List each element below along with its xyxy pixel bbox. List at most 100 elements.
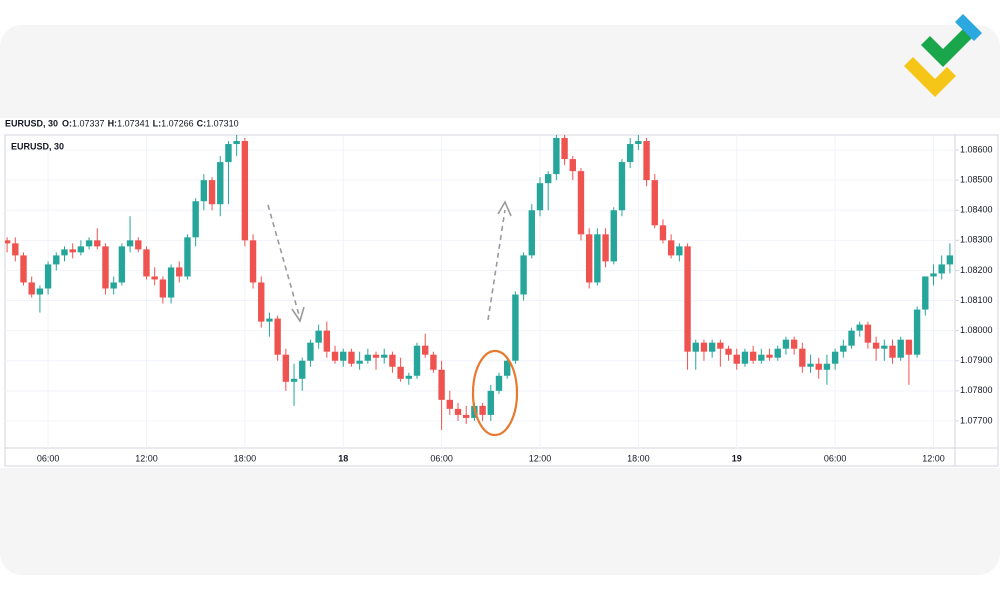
candle-body: [610, 210, 617, 262]
candle-body: [405, 375, 413, 379]
candle-body: [397, 366, 404, 379]
candle-body: [495, 375, 503, 391]
candle-body: [512, 294, 519, 361]
candle-body: [626, 144, 634, 163]
candle-body: [872, 342, 880, 349]
candle-body: [700, 342, 708, 352]
candle-body: [323, 330, 331, 352]
candle-body: [520, 255, 527, 295]
candle-body: [479, 405, 486, 415]
x-tick-label: 12:00: [529, 453, 552, 463]
candle-body: [823, 363, 831, 370]
candle-body: [167, 267, 175, 298]
header-field-value: 1.07310: [206, 118, 239, 128]
candle-body: [422, 345, 429, 355]
candle-body: [897, 339, 904, 358]
y-tick-label: 1.08600: [960, 144, 993, 154]
header-field-value: 1.07266: [161, 118, 194, 128]
candle-body: [233, 141, 240, 145]
candle-body: [110, 282, 117, 289]
candle-body: [94, 240, 101, 247]
annotations: [267, 200, 519, 437]
candle-body: [36, 288, 44, 295]
x-tick-label: 18:00: [627, 453, 650, 463]
candle-body: [5, 240, 11, 244]
candle-body: [667, 240, 675, 256]
candle-body: [807, 363, 814, 367]
candle-body: [577, 171, 585, 235]
logo-yellow: [904, 57, 956, 97]
candles: [5, 135, 954, 430]
candle-body: [749, 351, 757, 361]
candle-body: [249, 240, 257, 283]
candle-body: [528, 210, 535, 256]
candle-body: [741, 351, 749, 364]
candle-body: [602, 234, 609, 262]
candle-body: [881, 345, 888, 349]
y-tick-label: 1.08300: [960, 235, 993, 245]
candle-body: [659, 225, 667, 241]
candle-body: [561, 138, 568, 160]
candle-body: [217, 162, 224, 205]
y-tick-label: 1.08400: [960, 205, 993, 215]
candle-body: [290, 378, 298, 382]
candle-body: [487, 390, 494, 415]
candle-body: [536, 183, 544, 211]
candle-body: [69, 249, 76, 253]
candle-body: [151, 276, 158, 280]
candle-body: [544, 174, 552, 184]
candle-body: [28, 282, 35, 295]
candle-body: [61, 249, 68, 256]
candle-body: [635, 141, 642, 145]
header-symbol: EURUSD, 30: [5, 118, 58, 128]
y-tick-label: 1.07900: [960, 355, 993, 365]
labels: 1.07700 1.07800 1.07900 1.08000 1.08100 1.082…: [37, 144, 993, 463]
candle-body: [331, 351, 339, 361]
candle-body: [889, 345, 896, 358]
candle-body: [225, 144, 232, 163]
candle-body: [430, 354, 437, 370]
candle-body: [454, 408, 462, 415]
logo-blue: [955, 14, 982, 41]
chart-panel: [0, 118, 1000, 468]
y-tick-label: 1.08500: [960, 175, 993, 185]
x-tick-label: 18: [338, 453, 348, 463]
candle-body: [143, 249, 150, 277]
header: EURUSD, 30 O: 1.07337 H: 1.07341 L: 1.07266 C:…: [5, 118, 239, 128]
candle-body: [930, 273, 937, 277]
candle-body: [315, 330, 322, 343]
header-field-value: 1.07337: [72, 118, 105, 128]
candle-body: [905, 339, 913, 355]
candle-body: [389, 354, 396, 367]
header-field-label: O:: [62, 118, 72, 128]
candle-body: [299, 360, 306, 379]
candle-body: [348, 351, 355, 364]
candle-body: [258, 282, 265, 322]
candle-body: [503, 360, 511, 376]
candle-body: [684, 246, 691, 352]
candle-body: [340, 351, 347, 361]
down-arrow: [267, 204, 300, 316]
candle-body: [725, 348, 732, 355]
candle-body: [372, 354, 380, 358]
candle-body: [53, 255, 60, 265]
candle-body: [356, 360, 363, 364]
candle-body: [438, 369, 445, 400]
candle-body: [241, 141, 249, 241]
candle-body: [266, 318, 273, 322]
header-field-label: C:: [197, 118, 207, 128]
candle-body: [381, 354, 388, 358]
y-tick-label: 1.07700: [960, 415, 993, 425]
candle-body: [766, 354, 773, 358]
candle-body: [733, 354, 740, 364]
logo: [904, 14, 982, 97]
candle-body: [307, 342, 314, 361]
candle-body: [938, 264, 945, 274]
candle-body: [192, 201, 199, 238]
candle-body: [585, 234, 593, 283]
candle-body: [20, 255, 27, 283]
candle-body: [692, 342, 699, 352]
candle-body: [790, 339, 798, 349]
